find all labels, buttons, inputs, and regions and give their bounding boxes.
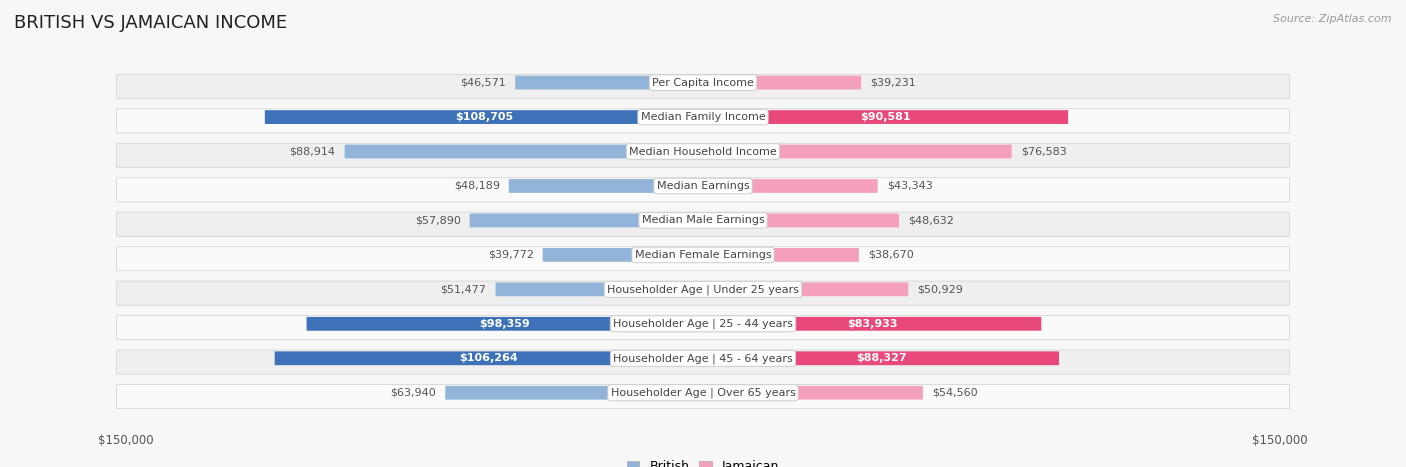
Text: $83,933: $83,933 [846, 319, 897, 329]
Text: Median Female Earnings: Median Female Earnings [634, 250, 772, 260]
Text: $48,632: $48,632 [908, 215, 953, 226]
Text: $39,772: $39,772 [488, 250, 534, 260]
FancyBboxPatch shape [703, 213, 898, 227]
FancyBboxPatch shape [307, 317, 703, 331]
Text: Householder Age | 45 - 64 years: Householder Age | 45 - 64 years [613, 353, 793, 363]
FancyBboxPatch shape [703, 248, 859, 262]
FancyBboxPatch shape [274, 351, 703, 365]
Text: $76,583: $76,583 [1021, 147, 1067, 156]
FancyBboxPatch shape [264, 110, 703, 124]
FancyBboxPatch shape [117, 316, 1289, 340]
Text: $54,560: $54,560 [932, 388, 977, 398]
Text: $150,000: $150,000 [1251, 434, 1308, 447]
Text: Per Capita Income: Per Capita Income [652, 78, 754, 88]
FancyBboxPatch shape [703, 179, 877, 193]
Text: Source: ZipAtlas.com: Source: ZipAtlas.com [1274, 14, 1392, 24]
Text: Median Family Income: Median Family Income [641, 112, 765, 122]
Text: Householder Age | 25 - 44 years: Householder Age | 25 - 44 years [613, 318, 793, 329]
Text: $48,189: $48,189 [454, 181, 499, 191]
FancyBboxPatch shape [543, 248, 703, 262]
Text: $57,890: $57,890 [415, 215, 461, 226]
FancyBboxPatch shape [703, 110, 1069, 124]
Text: $50,929: $50,929 [917, 284, 963, 294]
FancyBboxPatch shape [470, 213, 703, 227]
Text: $98,359: $98,359 [479, 319, 530, 329]
Text: $106,264: $106,264 [460, 353, 519, 363]
FancyBboxPatch shape [117, 247, 1289, 271]
FancyBboxPatch shape [703, 386, 922, 400]
FancyBboxPatch shape [703, 76, 860, 90]
FancyBboxPatch shape [515, 76, 703, 90]
FancyBboxPatch shape [703, 283, 908, 296]
FancyBboxPatch shape [703, 317, 1042, 331]
FancyBboxPatch shape [117, 350, 1289, 374]
Text: $108,705: $108,705 [456, 112, 513, 122]
Text: $43,343: $43,343 [887, 181, 932, 191]
Text: Householder Age | Under 25 years: Householder Age | Under 25 years [607, 284, 799, 295]
Text: Median Household Income: Median Household Income [628, 147, 778, 156]
FancyBboxPatch shape [117, 143, 1289, 167]
FancyBboxPatch shape [495, 283, 703, 296]
Text: $39,231: $39,231 [870, 78, 915, 88]
FancyBboxPatch shape [446, 386, 703, 400]
Text: Median Earnings: Median Earnings [657, 181, 749, 191]
Text: $51,477: $51,477 [440, 284, 486, 294]
FancyBboxPatch shape [509, 179, 703, 193]
Text: $46,571: $46,571 [461, 78, 506, 88]
Text: $88,914: $88,914 [290, 147, 336, 156]
FancyBboxPatch shape [117, 212, 1289, 236]
FancyBboxPatch shape [703, 145, 1012, 158]
Text: $63,940: $63,940 [391, 388, 436, 398]
Text: $150,000: $150,000 [98, 434, 155, 447]
Legend: British, Jamaican: British, Jamaican [621, 455, 785, 467]
Text: Median Male Earnings: Median Male Earnings [641, 215, 765, 226]
Text: BRITISH VS JAMAICAN INCOME: BRITISH VS JAMAICAN INCOME [14, 14, 287, 32]
FancyBboxPatch shape [703, 351, 1059, 365]
FancyBboxPatch shape [117, 281, 1289, 305]
Text: $90,581: $90,581 [860, 112, 911, 122]
Text: $38,670: $38,670 [868, 250, 914, 260]
FancyBboxPatch shape [117, 178, 1289, 202]
FancyBboxPatch shape [344, 145, 703, 158]
FancyBboxPatch shape [117, 109, 1289, 133]
Text: $88,327: $88,327 [856, 353, 907, 363]
FancyBboxPatch shape [117, 74, 1289, 99]
FancyBboxPatch shape [117, 384, 1289, 409]
Text: Householder Age | Over 65 years: Householder Age | Over 65 years [610, 388, 796, 398]
